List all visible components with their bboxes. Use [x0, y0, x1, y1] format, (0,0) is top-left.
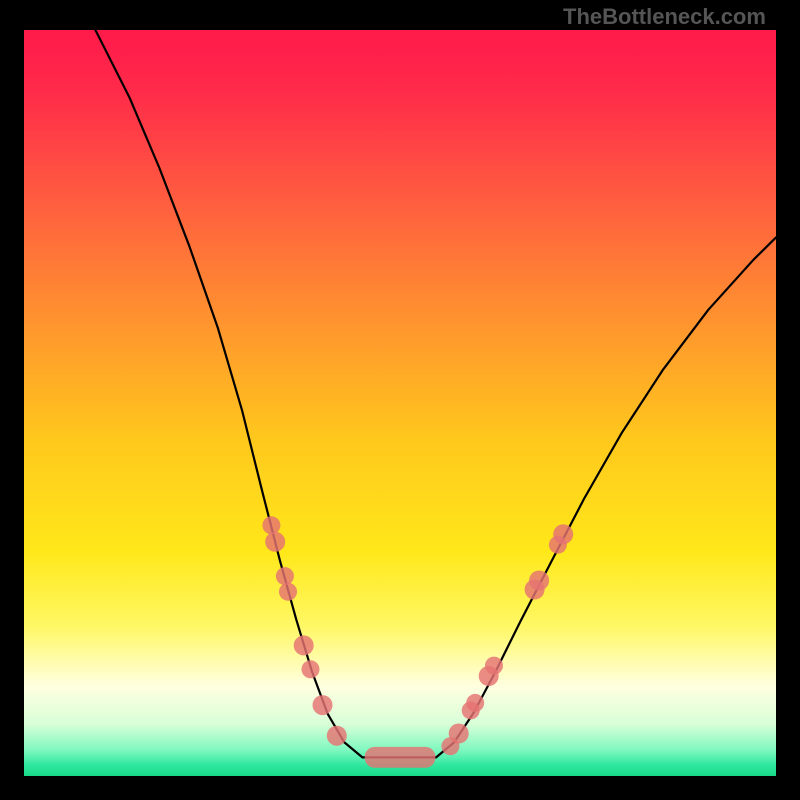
data-marker — [294, 635, 314, 655]
chart-svg — [24, 30, 776, 776]
data-marker — [313, 695, 333, 715]
data-marker — [449, 724, 469, 744]
data-marker — [553, 524, 573, 544]
data-marker — [262, 516, 280, 534]
data-marker — [327, 726, 347, 746]
data-marker — [485, 657, 503, 675]
bottom-pill-marker — [365, 747, 436, 768]
data-marker — [279, 583, 297, 601]
marker-layer — [262, 516, 573, 768]
plot-area — [24, 30, 776, 776]
data-marker — [302, 660, 320, 678]
data-marker — [529, 571, 549, 591]
data-marker — [466, 694, 484, 712]
data-marker — [265, 532, 285, 552]
watermark-text: TheBottleneck.com — [563, 4, 766, 30]
bottleneck-curve — [95, 30, 776, 757]
data-marker — [276, 567, 294, 585]
